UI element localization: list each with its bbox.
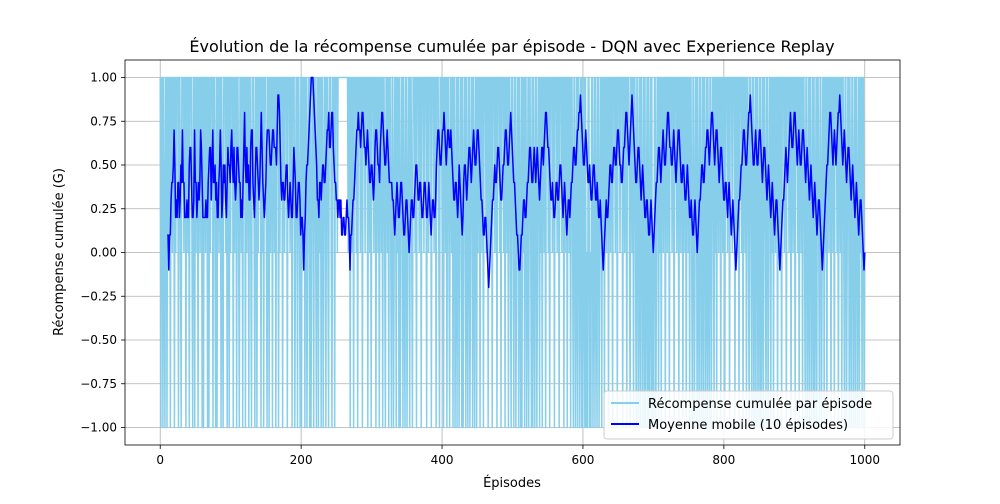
y-tick-label: −0.50	[80, 333, 117, 347]
x-tick-label: 200	[290, 453, 313, 467]
legend-box	[603, 390, 894, 440]
y-tick-label: 0.50	[90, 158, 117, 172]
x-tick-label: 600	[572, 453, 595, 467]
y-tick-label: −1.00	[80, 421, 117, 435]
y-tick-label: 0.25	[90, 202, 117, 216]
y-tick-label: 0.75	[90, 114, 117, 128]
x-tick-label: 0	[156, 453, 164, 467]
x-axis-ticks: 0 200 400 600 800 1000	[156, 445, 880, 467]
x-tick-label: 400	[431, 453, 454, 467]
y-tick-label: 1.00	[90, 71, 117, 85]
legend-label-moving-average: Moyenne mobile (10 épisodes)	[648, 418, 848, 433]
legend-label-raw-reward: Récompense cumulée par épisode	[648, 397, 872, 412]
y-axis-ticks: −1.00 −0.75 −0.50 −0.25 0.00 0.25 0.50 0.75 1.00	[80, 71, 125, 435]
y-tick-label: −0.75	[80, 377, 117, 391]
x-tick-label: 1000	[849, 453, 880, 467]
series-line-raw-reward	[159, 76, 866, 429]
legend: Récompense cumulée par épisode Moyenne m…	[603, 390, 894, 440]
chart-title: Évolution de la récompense cumulée par é…	[189, 37, 834, 56]
y-axis-label: Récompense cumulée (G)	[52, 168, 67, 336]
y-tick-label: −0.25	[80, 289, 117, 303]
series-line-moving-average	[167, 76, 866, 289]
x-tick-label: 800	[712, 453, 735, 467]
x-axis-label: Épisodes	[483, 475, 541, 491]
y-tick-label: 0.00	[90, 246, 117, 260]
